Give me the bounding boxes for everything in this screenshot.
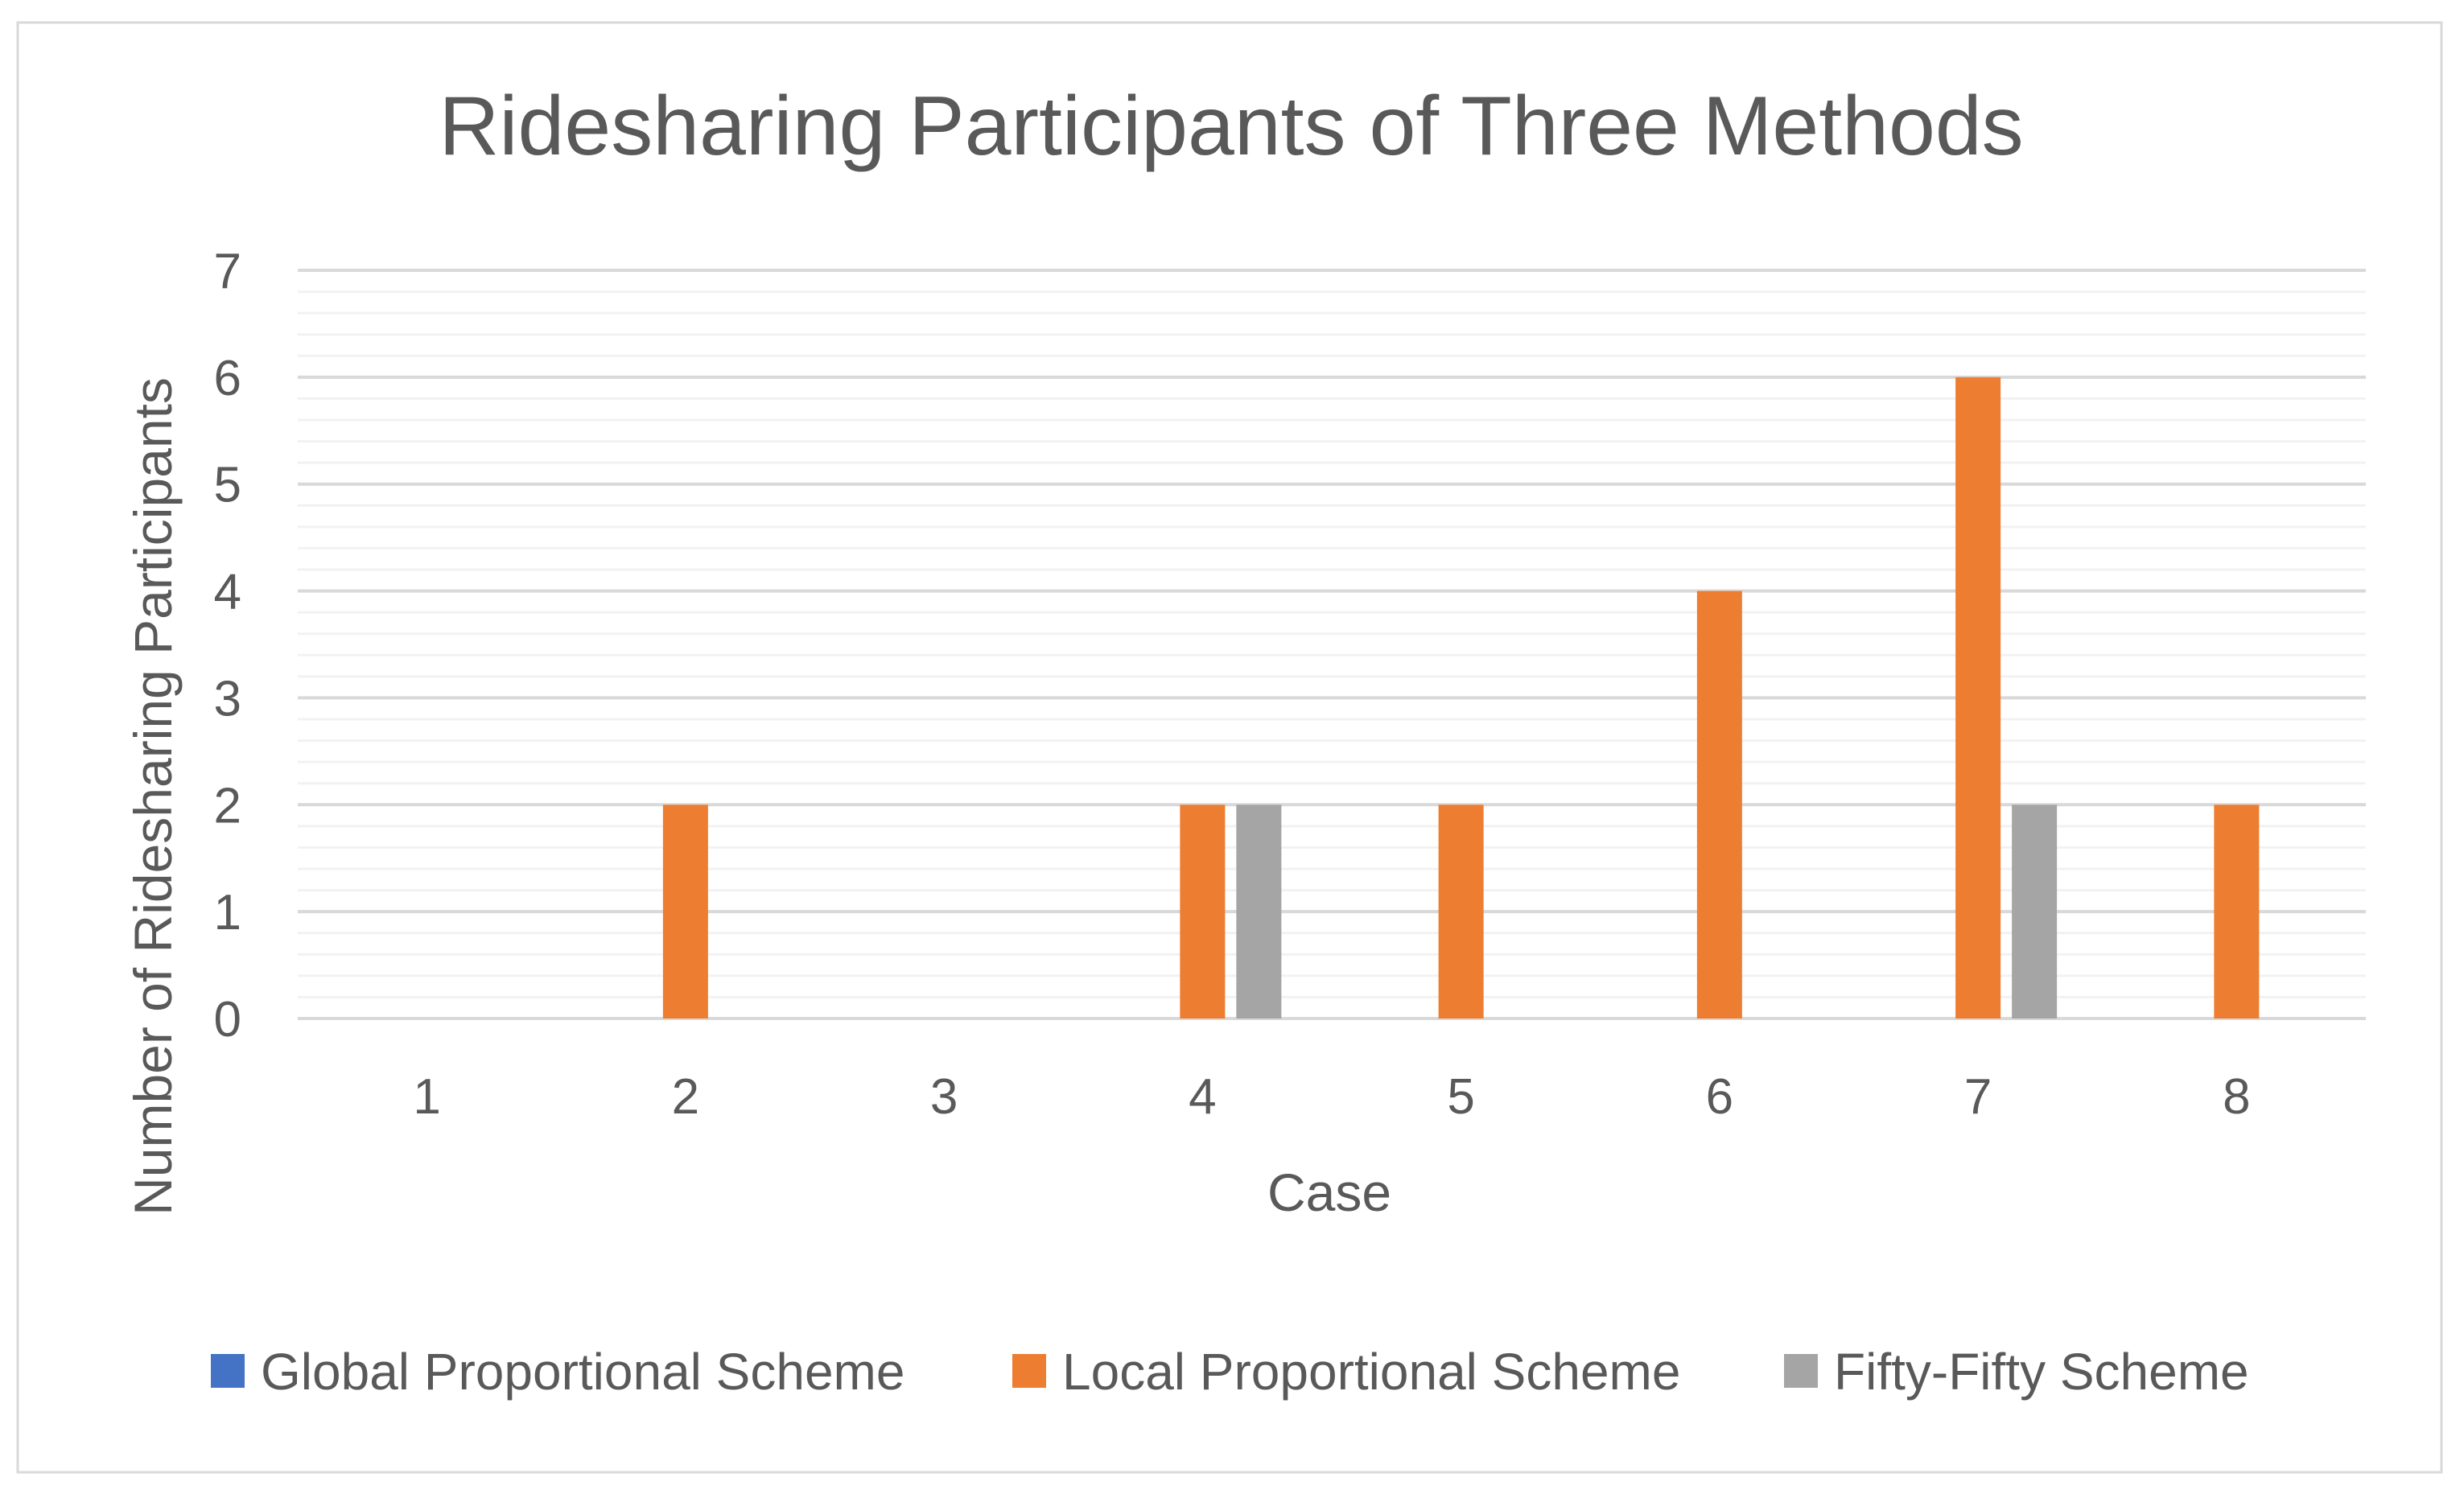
y-tick-label: 0 bbox=[214, 992, 241, 1047]
y-tick-label: 5 bbox=[214, 458, 241, 513]
legend-swatch bbox=[1784, 1354, 1818, 1388]
y-tick-label: 2 bbox=[214, 778, 241, 833]
x-tick-labels: 1 2 3 4 5 6 7 8 bbox=[413, 1069, 2250, 1125]
legend-swatch bbox=[1012, 1354, 1046, 1388]
y-tick-label: 4 bbox=[214, 565, 241, 620]
x-tick-label: 1 bbox=[413, 1069, 440, 1125]
chart-border bbox=[16, 21, 2443, 1474]
bar-fifty-fifty-scheme-case-7 bbox=[2012, 805, 2058, 1019]
y-tick-label: 6 bbox=[214, 351, 241, 406]
bar-local-proportional-scheme-case-4 bbox=[1180, 805, 1226, 1019]
x-tick-label: 4 bbox=[1189, 1069, 1216, 1125]
x-tick-label: 6 bbox=[1706, 1069, 1733, 1125]
legend-swatch bbox=[211, 1354, 245, 1388]
bar-local-proportional-scheme-case-2 bbox=[662, 805, 708, 1019]
x-tick-label: 2 bbox=[672, 1069, 699, 1125]
bar-fifty-fifty-scheme-case-4 bbox=[1236, 805, 1282, 1019]
x-tick-label: 5 bbox=[1447, 1069, 1474, 1125]
bar-local-proportional-scheme-case-6 bbox=[1696, 591, 1742, 1019]
x-tick-label: 8 bbox=[2223, 1069, 2250, 1125]
x-tick-label: 7 bbox=[1964, 1069, 1992, 1125]
y-tick-label: 7 bbox=[214, 244, 241, 299]
chart-title: Ridesharing Participants of Three Method… bbox=[439, 80, 2023, 173]
bar-local-proportional-scheme-case-7 bbox=[1955, 377, 2001, 1019]
bars-layer bbox=[662, 377, 2260, 1019]
y-axis-label: Number of Ridesharing Participants bbox=[123, 377, 183, 1216]
legend-label: Global Proportional Scheme bbox=[261, 1343, 904, 1401]
legend: Global Proportional Scheme Local Proporti… bbox=[211, 1343, 2249, 1401]
y-tick-label: 3 bbox=[214, 671, 241, 726]
x-tick-label: 3 bbox=[930, 1069, 958, 1125]
y-tick-label: 1 bbox=[214, 885, 241, 940]
legend-label: Fifty-Fifty Scheme bbox=[1834, 1343, 2249, 1401]
bar-local-proportional-scheme-case-8 bbox=[2214, 805, 2260, 1019]
y-tick-labels: 0 1 2 3 4 5 6 7 bbox=[214, 244, 241, 1047]
x-axis-label: Case bbox=[1267, 1163, 1391, 1222]
bar-local-proportional-scheme-case-5 bbox=[1438, 805, 1484, 1019]
legend-label: Local Proportional Scheme bbox=[1062, 1343, 1680, 1401]
